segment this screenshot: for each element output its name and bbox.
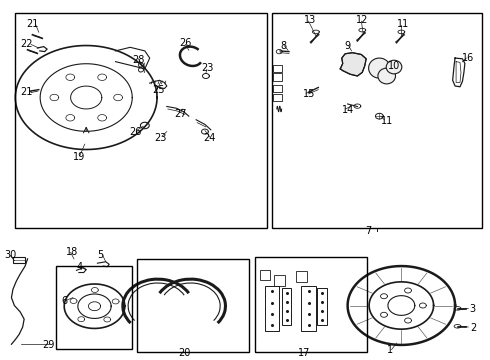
Text: 9: 9 <box>344 41 350 50</box>
Text: 1: 1 <box>387 345 393 355</box>
Text: 23: 23 <box>155 133 167 143</box>
Bar <box>265 286 279 330</box>
Bar <box>255 257 367 352</box>
Ellipse shape <box>378 68 395 84</box>
Bar <box>301 286 316 330</box>
Text: 29: 29 <box>42 340 54 350</box>
Text: 13: 13 <box>304 15 316 26</box>
Text: 28: 28 <box>133 55 145 65</box>
Bar <box>318 288 327 325</box>
Bar <box>13 257 25 263</box>
Bar <box>137 259 249 352</box>
Bar <box>296 271 307 282</box>
Text: 21: 21 <box>20 87 33 97</box>
Polygon shape <box>340 53 366 76</box>
Bar <box>273 64 282 72</box>
Text: 18: 18 <box>66 247 78 257</box>
Bar <box>282 288 292 325</box>
Bar <box>273 94 282 101</box>
Bar <box>273 85 282 92</box>
Text: 14: 14 <box>342 105 354 115</box>
Text: 15: 15 <box>303 89 315 99</box>
Bar <box>272 13 482 228</box>
Text: 8: 8 <box>280 41 286 50</box>
Text: 11: 11 <box>381 116 393 126</box>
Bar <box>274 275 285 286</box>
Text: 26: 26 <box>179 38 192 48</box>
Text: 24: 24 <box>203 133 216 143</box>
Text: 25: 25 <box>152 85 165 95</box>
Text: 4: 4 <box>76 262 82 272</box>
Text: 22: 22 <box>20 40 33 49</box>
Text: 16: 16 <box>463 53 475 63</box>
Text: 20: 20 <box>178 348 191 358</box>
Bar <box>15 13 267 228</box>
Ellipse shape <box>386 60 402 74</box>
Text: 12: 12 <box>356 15 369 26</box>
Text: 10: 10 <box>388 61 400 71</box>
Text: 26: 26 <box>129 127 142 136</box>
Ellipse shape <box>368 58 390 78</box>
Bar <box>273 73 282 81</box>
Text: 30: 30 <box>4 250 17 260</box>
Text: 3: 3 <box>470 304 476 314</box>
Text: 17: 17 <box>298 348 310 358</box>
Text: 19: 19 <box>73 152 85 162</box>
Text: 11: 11 <box>396 19 409 29</box>
Text: 27: 27 <box>174 109 187 119</box>
Text: 7: 7 <box>365 226 371 236</box>
Text: 21: 21 <box>26 19 39 29</box>
Text: 5: 5 <box>98 249 104 260</box>
Text: 6: 6 <box>62 296 68 306</box>
Bar <box>56 266 132 348</box>
Text: 2: 2 <box>470 323 476 333</box>
Text: 23: 23 <box>201 63 214 73</box>
Bar <box>260 270 270 280</box>
